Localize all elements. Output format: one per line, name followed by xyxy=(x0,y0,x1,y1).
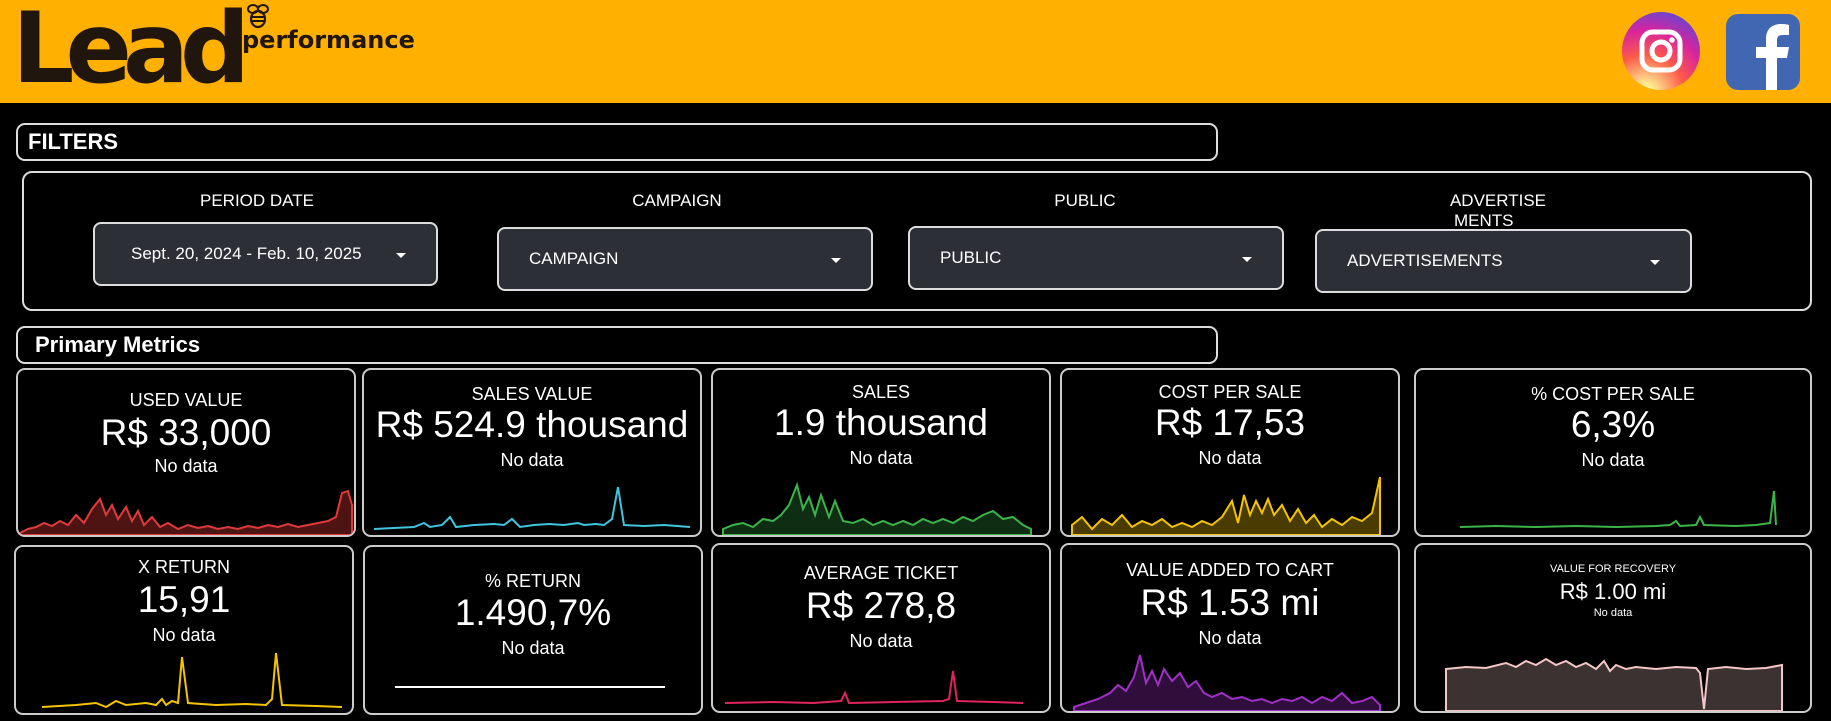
header-bar: Lead performance xyxy=(0,0,1831,106)
metric-title: SALES xyxy=(851,382,911,402)
sparkline-series xyxy=(1073,654,1381,711)
metric-value: 1.9 thousand xyxy=(774,402,988,443)
sparkline-series xyxy=(41,652,343,709)
metric-title: USED VALUE xyxy=(129,390,243,410)
advertisements-label-line1: ADVERTISE xyxy=(1449,191,1547,210)
metric-sparkline xyxy=(41,652,343,709)
metric-sparkline xyxy=(724,670,1024,705)
metric-card-value-for-recovery: VALUE FOR RECOVERY R$ 1.00 mi No data xyxy=(1414,543,1812,713)
metric-sparkline xyxy=(1459,490,1777,529)
sparkline-series xyxy=(373,486,691,530)
sparkline-series xyxy=(1459,490,1777,529)
sparkline-series xyxy=(1445,657,1783,711)
metric-value: 1.490,7% xyxy=(454,592,612,633)
metric-title: COST PER SALE xyxy=(1158,382,1302,402)
metric-title: X RETURN xyxy=(137,557,230,577)
public-value: PUBLIC xyxy=(940,248,1002,267)
filters-panel xyxy=(22,171,1812,311)
metric-subtext: No data xyxy=(152,625,216,645)
logo-subtitle: performance xyxy=(242,26,415,54)
metric-title: SALES VALUE xyxy=(471,384,593,404)
public-label: PUBLIC xyxy=(1054,191,1116,210)
metric-sparkline xyxy=(1073,654,1381,711)
campaign-label: CAMPAIGN xyxy=(632,191,722,210)
primary-metrics-title: Primary Metrics xyxy=(16,326,1218,364)
metric-card-pct-cost-per-sale: % COST PER SALE 6,3% No data xyxy=(1414,368,1812,537)
metric-subtext: No data xyxy=(1198,448,1262,468)
sparkline-series xyxy=(724,670,1024,705)
public-dropdown[interactable]: PUBLIC xyxy=(908,226,1284,290)
advertisements-label: ADVERTISE MENTS xyxy=(1398,191,1598,231)
metric-sparkline xyxy=(1445,657,1783,711)
metric-title: VALUE FOR RECOVERY xyxy=(1549,563,1677,575)
metric-sparkline xyxy=(19,489,353,535)
campaign-value: CAMPAIGN xyxy=(529,249,619,268)
metric-value: R$ 278,8 xyxy=(805,585,957,626)
metric-subtext: No data xyxy=(154,456,218,476)
metric-value: R$ 524.9 thousand xyxy=(375,404,689,445)
metric-title: % RETURN xyxy=(484,571,581,591)
metric-subtext: No data xyxy=(1593,607,1633,619)
sparkline-series xyxy=(19,489,353,535)
metric-card-pct-return: % RETURN 1.490,7% No data xyxy=(363,545,703,715)
metric-sparkline xyxy=(373,486,691,530)
period-date-dropdown[interactable]: Sept. 20, 2024 - Feb. 10, 2025 xyxy=(93,222,438,286)
chevron-down-icon xyxy=(1650,260,1660,265)
advertisements-label-line2: MENTS xyxy=(1454,211,1514,230)
facebook-icon[interactable] xyxy=(1726,14,1800,90)
advertisements-value: ADVERTISEMENTS xyxy=(1347,251,1503,270)
metric-value: R$ 1.00 mi xyxy=(1559,579,1667,604)
metric-value: R$ 17,53 xyxy=(1154,402,1306,443)
advertisements-dropdown[interactable]: ADVERTISEMENTS xyxy=(1315,229,1692,293)
sparkline-series xyxy=(1071,476,1381,535)
logo-wordmark: Lead xyxy=(12,0,250,106)
metric-card-sales: SALES 1.9 thousand No data xyxy=(711,368,1051,537)
metric-title: AVERAGE TICKET xyxy=(803,563,959,583)
metric-value: R$ 1.53 mi xyxy=(1140,582,1320,623)
sparkline-series xyxy=(722,481,1032,535)
metric-title: % COST PER SALE xyxy=(1531,384,1695,404)
metric-card-sales-value: SALES VALUE R$ 524.9 thousand No data xyxy=(362,368,702,537)
metric-value: R$ 33,000 xyxy=(100,412,272,453)
bee-icon xyxy=(247,4,269,29)
metric-card-used-value: USED VALUE R$ 33,000 No data xyxy=(16,368,356,537)
metric-subtext: No data xyxy=(1581,450,1645,470)
chevron-down-icon xyxy=(1242,257,1252,262)
metric-sparkline xyxy=(395,686,665,688)
period-date-label: PERIOD DATE xyxy=(200,191,314,210)
metric-sparkline xyxy=(1071,476,1381,535)
period-date-value: Sept. 20, 2024 - Feb. 10, 2025 xyxy=(131,244,362,263)
filters-section-title: FILTERS xyxy=(16,123,1218,161)
metric-card-average-ticket: AVERAGE TICKET R$ 278,8 No data xyxy=(711,543,1051,713)
instagram-icon[interactable] xyxy=(1622,12,1700,90)
metric-value: 6,3% xyxy=(1570,404,1656,445)
metric-card-value-added-to-cart: VALUE ADDED TO CART R$ 1.53 mi No data xyxy=(1060,543,1400,713)
metric-subtext: No data xyxy=(501,638,565,658)
metric-card-cost-per-sale: COST PER SALE R$ 17,53 No data xyxy=(1060,368,1400,537)
metric-title: VALUE ADDED TO CART xyxy=(1126,560,1334,580)
campaign-dropdown[interactable]: CAMPAIGN xyxy=(497,227,873,291)
metric-subtext: No data xyxy=(849,448,913,468)
chevron-down-icon xyxy=(831,258,841,263)
metric-subtext: No data xyxy=(1198,628,1262,648)
metric-subtext: No data xyxy=(500,450,564,470)
metric-subtext: No data xyxy=(849,631,913,651)
metric-card-x-return: X RETURN 15,91 No data xyxy=(14,545,354,715)
chevron-down-icon xyxy=(396,253,406,258)
metric-sparkline xyxy=(722,481,1032,535)
metric-value: 15,91 xyxy=(137,579,231,620)
